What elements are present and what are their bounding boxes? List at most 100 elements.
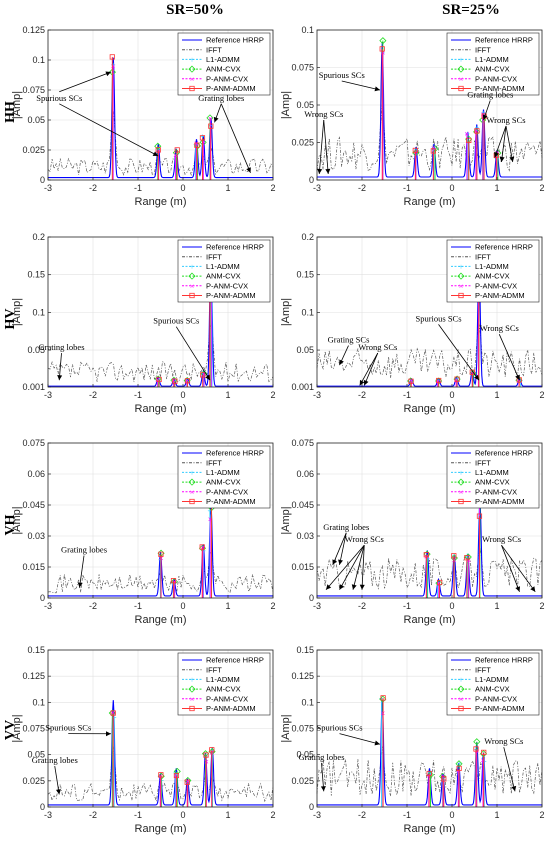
x-axis-label: Range (m) <box>135 196 187 208</box>
legend-marker: × <box>459 695 464 704</box>
marker-p-anm-admm <box>436 579 443 586</box>
series-reference-hrrp <box>317 261 542 387</box>
y-tick-label: 0 <box>40 175 45 185</box>
x-tick-label: -3 <box>313 183 321 193</box>
marker-p-anm-admm <box>474 128 480 134</box>
x-tick-label: -2 <box>358 810 366 820</box>
annotation-arrow-line <box>363 352 379 386</box>
annotation-arrow-line <box>59 71 112 93</box>
axes-box <box>47 442 274 599</box>
marker-l1-admm: + <box>159 776 164 785</box>
x-tick-label: 1 <box>225 390 230 400</box>
annotation: Wrong SCs <box>482 534 536 593</box>
annotation: Spurious SCs <box>45 723 112 737</box>
x-tick-label: 1 <box>494 390 499 400</box>
marker-p-anm-admm <box>184 779 190 785</box>
marker-l1-admm: + <box>111 61 116 70</box>
marker-p-anm-admm <box>466 137 472 144</box>
legend-marker: × <box>190 75 195 84</box>
y-tick-label: 0.075 <box>22 724 45 734</box>
annotation-arrow-head <box>482 114 488 120</box>
marker-l1-admm: + <box>156 145 161 154</box>
annotation-arrow-line <box>498 334 520 381</box>
x-tick-label: 0 <box>449 390 454 400</box>
legend-marker: × <box>190 695 195 704</box>
legend-marker: + <box>190 55 195 64</box>
series-ifft <box>47 110 274 177</box>
marker-p-anm-cvx: × <box>456 767 461 776</box>
marker-p-anm-admm <box>426 770 432 777</box>
marker-p-anm-cvx: × <box>111 62 116 71</box>
legend-entry-ifft: IFFT <box>475 665 491 674</box>
legend-marker: + <box>459 468 464 477</box>
y-tick-label: 0.06 <box>296 469 314 479</box>
annotation-arrow-line <box>325 544 365 590</box>
legend-box <box>446 652 540 716</box>
x-tick-label: 0 <box>180 601 185 611</box>
marker-p-anm-cvx: × <box>202 370 207 379</box>
legend-marker: × <box>459 75 464 84</box>
marker-p-anm-cvx: × <box>201 138 206 147</box>
legend-marker <box>189 292 195 299</box>
marker-p-anm-admm <box>379 46 385 52</box>
legend-entry-p-anm-cvx: P-ANM-CVX <box>475 694 517 703</box>
annotation-arrow-line <box>352 545 365 590</box>
annotation: Wrong SCs <box>304 109 343 175</box>
y-tick-label: 0.1 <box>301 25 314 35</box>
y-tick-label: 0.075 <box>291 438 314 448</box>
y-tick-label: 0.075 <box>291 63 314 73</box>
y-tick-label: 0 <box>40 593 45 603</box>
x-tick-label: -3 <box>44 601 52 611</box>
annotation-arrow-head <box>499 156 505 162</box>
y-tick-label: 0 <box>309 802 314 812</box>
legend-entry-reference-hrrp: Reference HRRP <box>206 656 264 665</box>
annotation-text: Wrong SCs <box>484 736 523 746</box>
y-tick-label: 0.1 <box>301 697 314 707</box>
annotation: Grating lobes <box>38 342 85 381</box>
y-tick-label: 0.025 <box>22 145 45 155</box>
x-tick-label: 1 <box>494 810 499 820</box>
annotation-text: Spurious SCs <box>36 93 82 103</box>
x-tick-label: 1 <box>225 601 230 611</box>
marker-p-anm-cvx: × <box>173 151 178 160</box>
y-tick-label: 0.001 <box>22 382 45 392</box>
legend-marker: + <box>459 55 464 64</box>
subplot-hh-sr50: +×+×+×+×+×+×-3-2-101200.0250.050.0750.10… <box>11 25 276 208</box>
legend-entry-ifft: IFFT <box>475 45 491 54</box>
x-axis-label: Range (m) <box>135 614 187 626</box>
legend-marker: + <box>190 468 195 477</box>
y-tick-label: 0.05 <box>27 115 45 125</box>
y-tick-label: 0.1 <box>32 55 45 65</box>
legend-entry-anm-cvx: ANM-CVX <box>206 272 241 281</box>
marker-p-anm-cvx: × <box>431 143 436 152</box>
x-axis-label: Range (m) <box>404 196 456 208</box>
subplot-hh-sr25: +×+×+×+×+×+×+×-3-2-101200.0250.050.0750.… <box>280 25 545 208</box>
marker-p-anm-admm <box>208 123 214 129</box>
annotation: Wrong SCs <box>484 736 523 792</box>
marker-p-anm-cvx: × <box>172 577 177 586</box>
annotation-arrow-head <box>515 586 521 592</box>
annotation-arrow-line <box>79 555 85 588</box>
axes-box <box>47 29 274 181</box>
marker-anm-cvx <box>379 37 387 45</box>
y-tick-label: 0.15 <box>27 270 45 280</box>
legend-marker <box>457 478 465 486</box>
y-tick-label: 0.1 <box>301 307 314 317</box>
annotation-arrow-line <box>339 733 381 745</box>
legend-entry-l1-admm: L1-ADMM <box>475 468 509 477</box>
annotation-arrow-line <box>318 119 325 175</box>
x-tick-label: -2 <box>358 390 366 400</box>
y-axis-label: |Amp| <box>11 714 23 742</box>
y-tick-label: 0.06 <box>27 469 45 479</box>
marker-p-anm-admm <box>408 378 414 384</box>
marker-anm-cvx <box>426 771 435 779</box>
annotation-arrow-line <box>220 103 251 173</box>
series-ifft <box>47 321 274 383</box>
legend-entry-ifft: IFFT <box>206 665 222 674</box>
legend-entry-anm-cvx: ANM-CVX <box>475 685 510 694</box>
marker-p-anm-cvx: × <box>481 756 486 765</box>
legend-marker <box>457 65 465 73</box>
legend-box <box>177 445 271 509</box>
annotation: Spurious SCs <box>415 313 480 381</box>
